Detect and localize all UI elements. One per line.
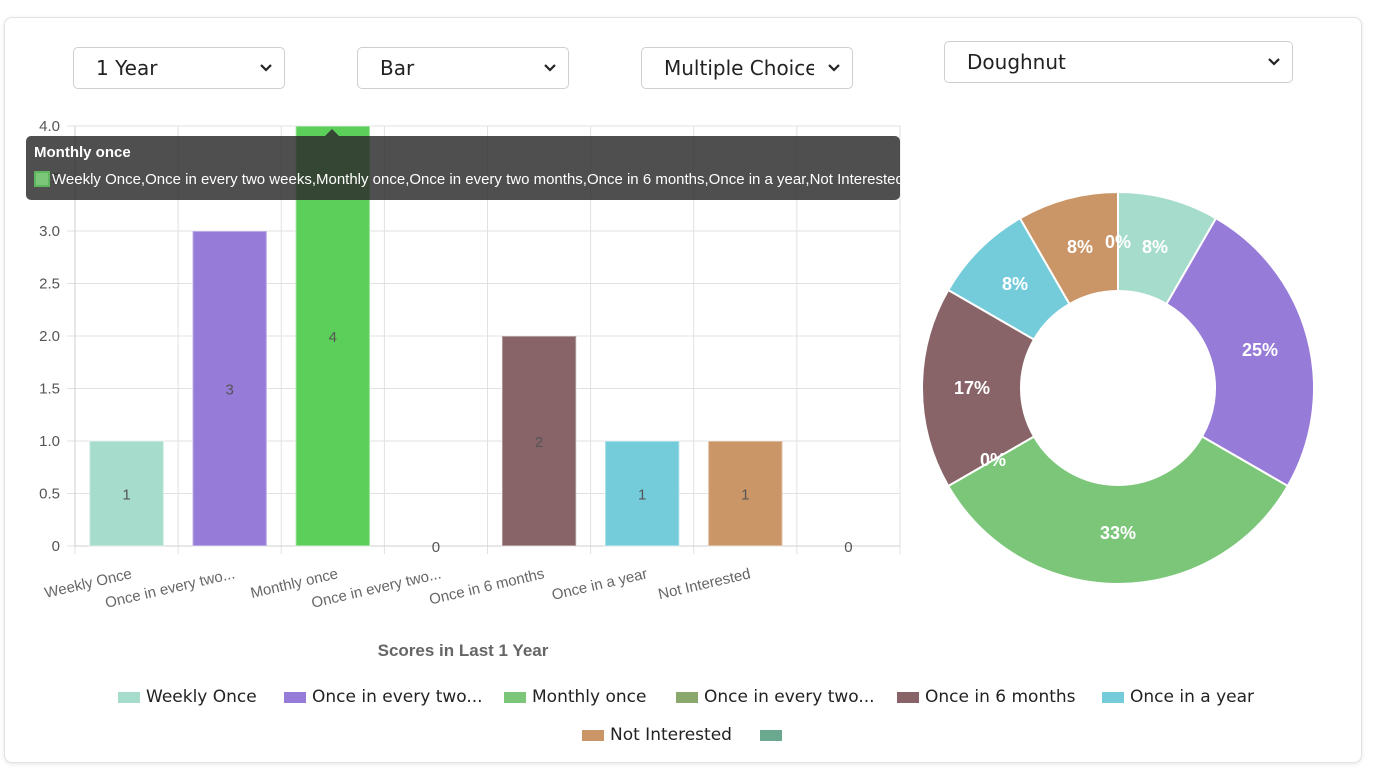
bar-value-label: 0 [432, 539, 440, 556]
legend-label: Once in 6 months [925, 687, 1076, 707]
legend-swatch [582, 730, 604, 741]
y-tick-label: 1.5 [39, 381, 60, 398]
tooltip-body: Weekly Once,Once in every two weeks,Mont… [34, 171, 900, 188]
legend-label: Once in every two... [312, 687, 483, 707]
bar[interactable] [707, 440, 784, 547]
chart-type-select[interactable]: Bar [357, 47, 569, 89]
bar-value-label: 4 [329, 329, 337, 346]
legend-label: Once in a year [1130, 687, 1255, 707]
chevron-down-icon [544, 64, 556, 72]
chevron-down-icon [260, 64, 272, 72]
legend-swatch [676, 692, 698, 703]
bar[interactable] [604, 440, 681, 547]
legend-swatch [1102, 692, 1124, 703]
bar[interactable] [500, 335, 578, 547]
legend-swatch [118, 692, 140, 703]
chart-type-select-value: Bar [380, 56, 415, 80]
bar-value-label: 0 [844, 539, 852, 556]
tooltip-swatch [34, 171, 50, 187]
tooltip-caret [325, 129, 339, 136]
pie-type-select[interactable]: Doughnut [944, 41, 1293, 83]
y-tick-label: 1.0 [39, 433, 60, 450]
bar[interactable] [88, 440, 165, 547]
period-select[interactable]: 1 Year [73, 47, 285, 89]
question-type-select[interactable]: Multiple Choice [641, 47, 853, 89]
bar-value-label: 2 [535, 434, 543, 451]
legend-label: Not Interested [610, 725, 732, 745]
legend-swatch [897, 692, 919, 703]
chevron-down-icon [828, 64, 840, 72]
bar-value-label: 3 [226, 382, 234, 399]
tooltip-body-text: Weekly Once,Once in every two weeks,Mont… [52, 171, 900, 188]
bar-value-label: 1 [122, 487, 130, 504]
question-type-select-value: Multiple Choice [664, 56, 814, 80]
pie-type-select-value: Doughnut [967, 50, 1066, 74]
legend-swatch [284, 692, 306, 703]
legend-swatch [760, 730, 782, 741]
y-tick-label: 4.0 [39, 118, 60, 135]
chart-tooltip: Monthly once Weekly Once,Once in every t… [26, 136, 900, 200]
y-tick-label: 2.0 [39, 328, 60, 345]
x-axis-title: Scores in Last 1 Year [378, 641, 549, 660]
y-tick-label: 0 [52, 538, 60, 555]
bar-value-label: 1 [741, 487, 749, 504]
y-tick-label: 3.0 [39, 223, 60, 240]
period-select-value: 1 Year [96, 56, 158, 80]
bar[interactable] [191, 230, 268, 547]
tooltip-title: Monthly once [34, 144, 131, 161]
x-tick-label: Not Interested [657, 565, 753, 603]
legend-swatch [504, 692, 526, 703]
y-tick-label: 2.5 [39, 276, 60, 293]
x-tick-label: Once in 6 months [428, 565, 546, 608]
bar-chart: 00.51.01.52.02.53.03.54.013402110Weekly … [39, 118, 901, 660]
chevron-down-icon [1268, 58, 1280, 66]
bar-value-label: 1 [638, 487, 646, 504]
x-tick-label: Once in a year [550, 565, 649, 604]
legend-label: Monthly once [532, 687, 647, 707]
legend-label: Once in every two... [704, 687, 875, 707]
legend-label: Weekly Once [146, 687, 257, 707]
y-tick-label: 0.5 [39, 486, 60, 503]
